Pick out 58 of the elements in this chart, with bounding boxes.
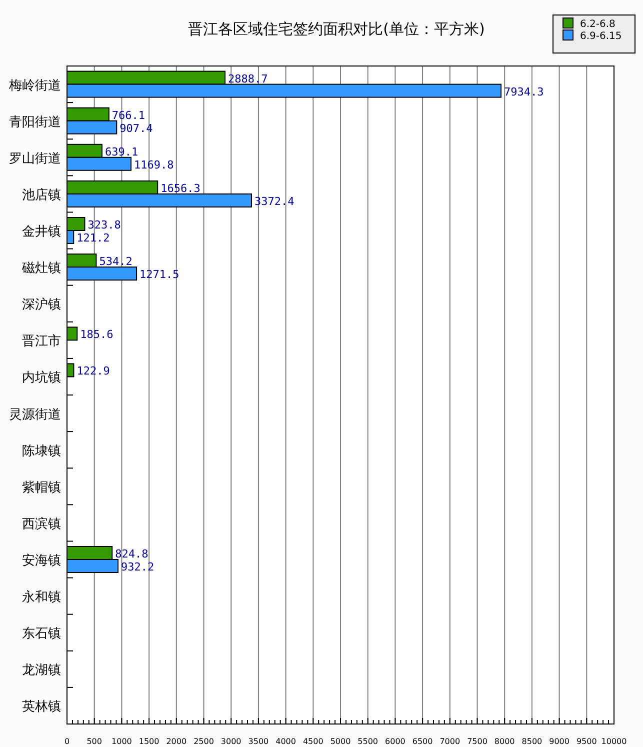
data-label: 534.2 <box>99 255 132 268</box>
x-tick-label: 4000 <box>276 737 296 746</box>
data-label: 185.6 <box>80 328 114 342</box>
data-label: 766.1 <box>112 108 146 122</box>
data-label: 121.2 <box>76 232 110 244</box>
x-tick-label: 6500 <box>412 737 433 746</box>
y-tick-label: 晋江市 <box>22 334 61 350</box>
data-label: 1169.8 <box>134 158 174 172</box>
x-tick-label: 3000 <box>220 737 242 746</box>
y-tick-label: 磁灶镇 <box>21 261 61 276</box>
y-tick-label: 罗山街道 <box>9 151 61 166</box>
y-tick-label: 安海镇 <box>22 552 61 568</box>
y-tick-label: 青阳街道 <box>9 114 61 130</box>
y-tick-label: 龙湖镇 <box>22 663 61 678</box>
y-tick-label: 梅岭街道 <box>8 78 61 94</box>
y-tick-label: 灵源街道 <box>9 407 61 422</box>
x-tick-label: 500 <box>86 737 102 746</box>
x-tick-label: 8500 <box>522 737 542 746</box>
x-tick-label: 5000 <box>330 737 351 746</box>
x-tick-label: 10000 <box>601 737 627 746</box>
data-label: 7934.3 <box>504 85 544 98</box>
x-tick-label: 2000 <box>166 737 187 746</box>
x-tick-label: 1500 <box>138 737 160 746</box>
data-label: 323.8 <box>88 218 121 232</box>
y-tick-label: 永和镇 <box>22 589 61 606</box>
data-label: 907.4 <box>120 122 154 135</box>
y-tick-label: 金井镇 <box>22 224 61 240</box>
y-tick-label: 池店镇 <box>22 186 61 203</box>
x-tick-label: 2500 <box>194 737 214 746</box>
x-tick-label: 9500 <box>576 737 597 746</box>
legend-label: 6.2-6.8 <box>580 19 616 30</box>
data-label: 1656.3 <box>160 182 200 195</box>
data-label: 639.1 <box>104 145 138 158</box>
x-tick-label: 4500 <box>302 737 324 746</box>
y-tick-label: 深沪镇 <box>22 296 61 313</box>
y-tick-label: 东石镇 <box>22 626 61 642</box>
data-label: 1271.5 <box>140 268 180 282</box>
chart-title: 晋江各区域住宅签约面积对比(单位：平方米) <box>188 20 485 38</box>
legend-label: 6.9-6.15 <box>580 31 622 42</box>
y-tick-label: 西滨镇 <box>22 516 61 532</box>
x-tick-label: 0 <box>64 737 70 746</box>
x-tick-label: 1000 <box>112 737 132 746</box>
data-label: 2888.7 <box>228 72 268 86</box>
x-tick-label: 8000 <box>494 737 515 746</box>
y-tick-label: 陈埭镇 <box>22 444 61 459</box>
data-label: 122.9 <box>76 364 110 378</box>
x-tick-label: 7500 <box>467 737 488 746</box>
x-tick-label: 9000 <box>549 737 570 746</box>
y-tick-label: 紫帽镇 <box>22 480 61 496</box>
x-tick-label: 3500 <box>248 737 269 746</box>
data-label: 3372.4 <box>254 194 295 208</box>
data-label: 824.8 <box>115 548 148 560</box>
x-tick-label: 6000 <box>385 737 406 746</box>
y-tick-label: 英林镇 <box>22 700 61 715</box>
y-tick-label: 内坑镇 <box>22 370 61 386</box>
data-label: 932.2 <box>120 560 154 574</box>
x-tick-label: 7000 <box>440 737 460 746</box>
x-tick-label: 5500 <box>358 737 378 746</box>
